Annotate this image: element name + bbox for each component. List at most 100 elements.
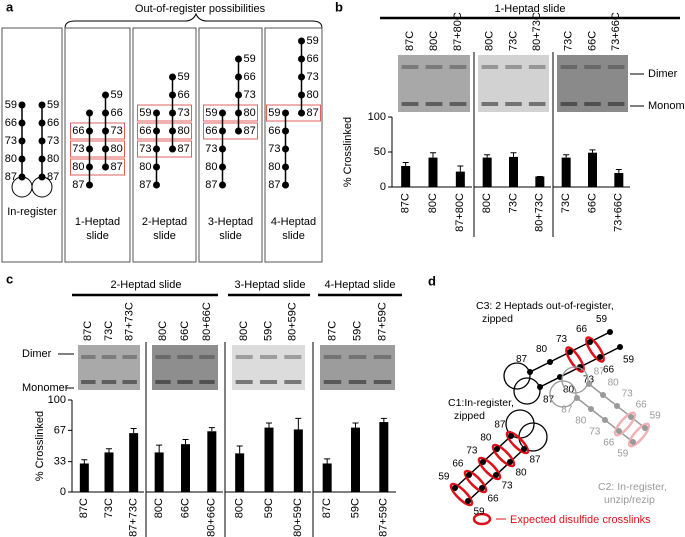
- residue: [86, 163, 93, 171]
- residue: [102, 163, 109, 171]
- x-tick-label: 87+80C: [452, 12, 464, 51]
- residue-label: 66: [205, 125, 217, 137]
- x-tick-label: 80+73C: [531, 12, 543, 51]
- x-tick-label: 73C: [560, 193, 572, 213]
- bar: [455, 171, 465, 187]
- x-tick-label: 80C: [238, 321, 250, 341]
- residue-label: 87: [268, 179, 280, 191]
- gel-label: Dimer: [22, 348, 52, 360]
- bar: [614, 173, 624, 187]
- x-tick-label: 73+66C: [613, 193, 625, 232]
- residue: [282, 181, 289, 189]
- gel-band: [425, 102, 443, 106]
- residue: [235, 91, 242, 99]
- diagram-caption: 1-Heptad: [75, 216, 120, 228]
- residue-label: 87: [72, 179, 84, 191]
- residue-label: 80: [536, 344, 548, 355]
- conformation-caption: C1:In-register,: [448, 397, 514, 409]
- residue-label: 59: [178, 71, 190, 83]
- bar: [154, 452, 164, 492]
- gel-label: Dimer: [648, 68, 678, 80]
- gel-band: [81, 380, 96, 384]
- gel-band: [348, 355, 367, 359]
- x-tick-label: 87+59C: [376, 302, 388, 341]
- x-tick-label: 80C: [153, 498, 165, 518]
- diagram-caption: 2-Heptad: [142, 216, 187, 228]
- gel-band: [122, 355, 137, 359]
- error-bar: [615, 169, 622, 173]
- residue-label: 73: [556, 334, 568, 345]
- x-tick-label: 87C: [78, 498, 90, 518]
- x-tick-label: 66C: [586, 193, 598, 213]
- residue-label: 80: [139, 161, 151, 173]
- residue-label: 87: [543, 394, 555, 405]
- residue-label: 73: [244, 89, 256, 101]
- residue: [86, 127, 93, 135]
- bar: [351, 427, 360, 492]
- residue-label: 66: [307, 53, 319, 65]
- residue: [630, 439, 636, 445]
- residue: [298, 37, 305, 45]
- x-tick-label: 66C: [179, 321, 191, 341]
- residue-label: 73: [466, 446, 478, 457]
- residue-label: 66: [603, 364, 615, 375]
- diagram-caption: In-register: [7, 206, 57, 218]
- residue-label: 80: [563, 384, 575, 395]
- crosslink-box: [70, 140, 125, 158]
- diagram-caption: slide: [86, 230, 109, 242]
- gel-band: [177, 380, 193, 384]
- residue: [282, 127, 289, 135]
- gel-band: [584, 102, 601, 106]
- residue-label: 66: [603, 438, 615, 449]
- residue: [153, 145, 160, 153]
- x-tick-label: 66C: [179, 498, 191, 518]
- residue-label: 66: [5, 117, 17, 129]
- error-bar: [266, 422, 272, 428]
- error-bar: [236, 445, 243, 454]
- gel-band: [373, 355, 392, 359]
- x-tick-label: 87C: [326, 321, 338, 341]
- residue-label: 73: [589, 427, 601, 438]
- error-bar: [106, 448, 112, 453]
- x-tick-label: 87C: [321, 498, 333, 518]
- x-tick-label: 87+73C: [128, 498, 140, 537]
- bar: [207, 431, 217, 492]
- residue-label: 73: [178, 107, 190, 119]
- crosslink: [565, 346, 585, 373]
- gel-band: [401, 102, 419, 106]
- residue-label: 66: [72, 125, 84, 137]
- residue-label: 59: [596, 314, 608, 325]
- error-bar: [402, 162, 409, 166]
- gel-band: [199, 355, 215, 359]
- residue-label: 80: [111, 143, 123, 155]
- x-tick-label: 80C: [157, 321, 169, 341]
- error-bar: [324, 458, 331, 464]
- panel-title: Out-of-register possibilities: [135, 3, 266, 15]
- diagram-box: [264, 27, 323, 263]
- residue-label: 80: [72, 161, 84, 173]
- residue: [86, 109, 93, 117]
- residue: [547, 359, 553, 365]
- x-tick-label: 73C: [103, 321, 115, 341]
- x-tick-label: 80C: [484, 31, 496, 51]
- crosslink-box: [137, 140, 192, 158]
- residue-label: 73: [622, 389, 634, 400]
- residue: [282, 163, 289, 171]
- error-bar: [510, 152, 517, 157]
- residue-label: 87: [5, 171, 17, 183]
- bar: [428, 157, 438, 187]
- crosslink-box: [137, 122, 192, 140]
- gel-band: [607, 102, 625, 106]
- residue-label: 87: [529, 455, 541, 466]
- error-bar: [380, 417, 387, 423]
- residue-label: 66: [487, 494, 499, 505]
- residue-label: 87: [307, 107, 319, 119]
- residue-label: 80: [515, 468, 527, 479]
- x-tick-label: 87+59C: [378, 498, 390, 537]
- gel-band: [177, 355, 193, 359]
- bar: [104, 452, 114, 492]
- residue: [18, 137, 26, 145]
- residue: [235, 127, 242, 135]
- residue-label: 66: [452, 459, 464, 470]
- residue-label: 80: [575, 416, 587, 427]
